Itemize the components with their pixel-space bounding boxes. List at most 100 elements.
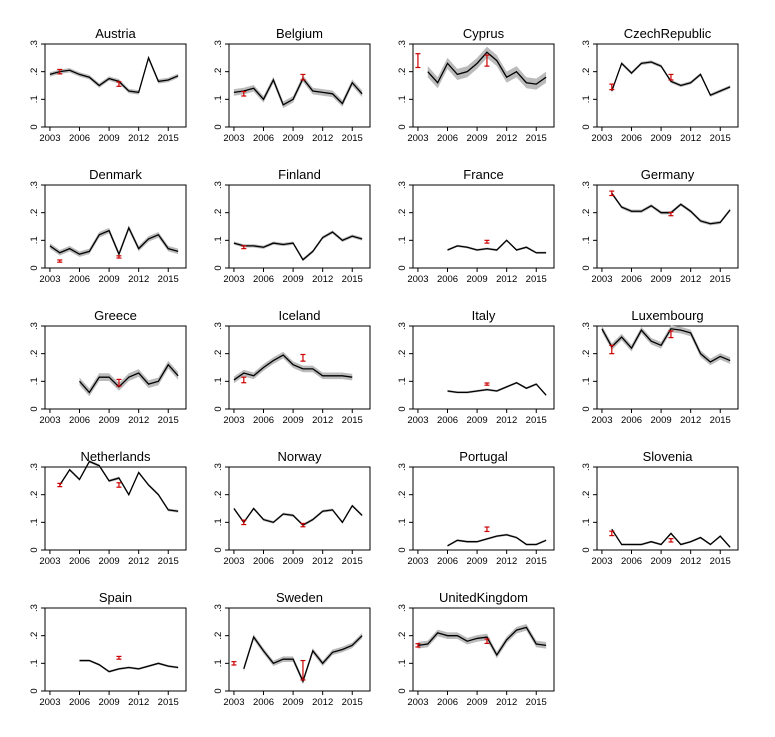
y-tick-label: .3	[29, 40, 40, 48]
x-tick-label: 2015	[526, 697, 547, 708]
x-tick-label: 2006	[69, 556, 90, 567]
y-tick-label: .1	[581, 236, 592, 244]
x-tick-label: 2006	[621, 133, 642, 144]
x-tick-label: 2009	[467, 415, 488, 426]
x-tick-label: 2015	[158, 415, 179, 426]
x-tick-label: 2012	[128, 697, 149, 708]
panel-title-portugal: Portugal	[459, 449, 508, 464]
x-tick-label: 2003	[39, 556, 60, 567]
y-tick-label: .1	[29, 95, 40, 103]
panel-title-greece: Greece	[94, 308, 137, 323]
panel-title-italy: Italy	[472, 308, 496, 323]
panel-title-sweden: Sweden	[276, 590, 323, 605]
x-tick-label: 2015	[342, 556, 363, 567]
y-tick-label: .1	[397, 518, 408, 526]
y-tick-label: .3	[29, 463, 40, 471]
y-tick-label: .1	[213, 236, 224, 244]
y-tick-label: 0	[397, 265, 408, 270]
x-tick-label: 2006	[69, 415, 90, 426]
x-tick-label: 2009	[283, 133, 304, 144]
x-tick-label: 2015	[158, 697, 179, 708]
y-tick-label: 0	[29, 406, 40, 411]
y-tick-label: 0	[29, 547, 40, 552]
y-tick-label: .2	[397, 350, 408, 358]
y-tick-label: .1	[213, 95, 224, 103]
y-tick-label: 0	[29, 688, 40, 693]
x-tick-label: 2006	[69, 133, 90, 144]
confidence-band-germany	[611, 191, 731, 226]
x-tick-label: 2003	[223, 697, 244, 708]
plot-frame-italy	[412, 325, 555, 410]
confidence-band-czechrepublic	[611, 60, 731, 97]
panel-title-belgium: Belgium	[276, 26, 323, 41]
plot-frame-denmark	[44, 184, 187, 269]
series-line-spain	[79, 659, 179, 673]
x-tick-label: 2006	[437, 274, 458, 285]
x-tick-label: 2009	[283, 415, 304, 426]
x-tick-label: 2012	[496, 556, 517, 567]
series-line-slovenia	[611, 528, 731, 548]
x-tick-label: 2012	[496, 415, 517, 426]
plot-frame-finland	[228, 184, 371, 269]
panel-title-netherlands: Netherlands	[80, 449, 151, 464]
y-tick-label: .3	[29, 604, 40, 612]
confidence-band-cyprus	[427, 46, 547, 90]
x-tick-label: 2006	[437, 133, 458, 144]
y-tick-label: .2	[397, 491, 408, 499]
x-tick-label: 2012	[312, 415, 333, 426]
x-tick-label: 2012	[312, 556, 333, 567]
x-tick-label: 2009	[467, 697, 488, 708]
panel-title-austria: Austria	[95, 26, 136, 41]
x-tick-label: 2003	[407, 274, 428, 285]
series-line-norway	[233, 504, 363, 526]
panel-title-germany: Germany	[641, 167, 695, 182]
y-tick-label: .3	[213, 463, 224, 471]
x-tick-label: 2012	[128, 556, 149, 567]
confidence-band-greece	[79, 360, 179, 397]
x-tick-label: 2003	[223, 133, 244, 144]
x-tick-label: 2003	[407, 556, 428, 567]
x-tick-label: 2012	[680, 274, 701, 285]
x-tick-label: 2006	[253, 415, 274, 426]
confidence-band-italy	[447, 381, 547, 397]
y-tick-label: .1	[581, 518, 592, 526]
x-tick-label: 2015	[158, 556, 179, 567]
y-tick-label: .2	[397, 209, 408, 217]
series-line-denmark	[49, 226, 179, 256]
x-tick-label: 2009	[651, 274, 672, 285]
series-line-finland	[233, 231, 363, 261]
confidence-band-sweden	[243, 632, 363, 685]
y-tick-label: .2	[29, 632, 40, 640]
y-tick-label: .3	[397, 463, 408, 471]
series-line-greece	[79, 363, 179, 394]
x-tick-label: 2009	[99, 274, 120, 285]
y-tick-label: 0	[29, 265, 40, 270]
panel-title-cyprus: Cyprus	[463, 26, 505, 41]
plot-frame-norway	[228, 466, 371, 551]
y-tick-label: .3	[213, 604, 224, 612]
x-tick-label: 2015	[710, 415, 731, 426]
y-tick-label: .2	[213, 350, 224, 358]
x-tick-label: 2009	[467, 556, 488, 567]
y-tick-label: .3	[29, 181, 40, 189]
plot-frame-portugal	[412, 466, 555, 551]
x-tick-label: 2003	[591, 415, 612, 426]
series-line-unitedkingdom	[417, 626, 547, 657]
x-tick-label: 2015	[526, 415, 547, 426]
x-tick-label: 2012	[128, 274, 149, 285]
x-tick-label: 2006	[253, 133, 274, 144]
y-tick-label: 0	[581, 124, 592, 129]
panel-title-czechrepublic: CzechRepublic	[624, 26, 712, 41]
y-tick-label: .2	[581, 68, 592, 76]
y-tick-label: .3	[581, 322, 592, 330]
plot-frame-cyprus	[412, 43, 555, 128]
plot-frame-slovenia	[596, 466, 739, 551]
x-tick-label: 2003	[407, 415, 428, 426]
y-tick-label: 0	[581, 265, 592, 270]
y-tick-label: .2	[397, 632, 408, 640]
x-tick-label: 2012	[496, 274, 517, 285]
y-tick-label: .2	[29, 68, 40, 76]
y-tick-label: 0	[29, 124, 40, 129]
x-tick-label: 2006	[437, 556, 458, 567]
y-tick-label: .2	[581, 491, 592, 499]
